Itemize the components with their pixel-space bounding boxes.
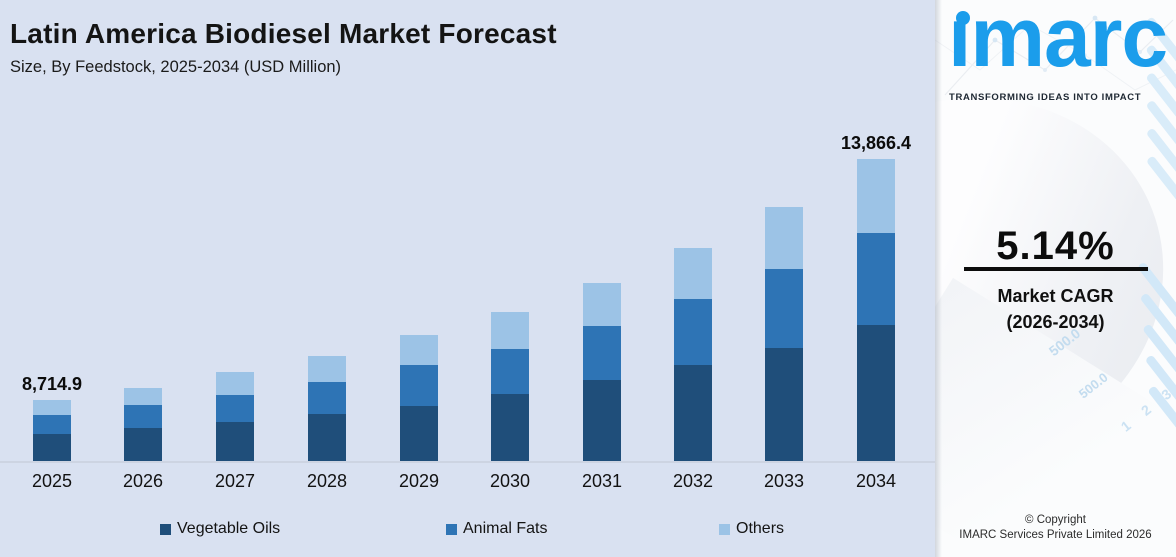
- bar-2026: [124, 388, 162, 461]
- page-title: Latin America Biodiesel Market Forecast: [10, 18, 557, 49]
- x-tick-2030: 2030: [489, 471, 531, 491]
- cagr-period: (2026-2034): [1006, 312, 1105, 332]
- total-label-2025: 8,714.9: [21, 374, 83, 394]
- bar-segment-vegetable-oils-2029: [400, 406, 438, 461]
- bar-segment-vegetable-oils-2032: [674, 365, 712, 461]
- bar-segment-others-2029: [400, 335, 438, 365]
- bar-segment-animal-fats-2027: [216, 395, 254, 422]
- bar-segment-vegetable-oils-2030: [491, 394, 529, 461]
- bar-segment-vegetable-oils-2027: [216, 422, 254, 461]
- copyright-line1: © Copyright: [1025, 514, 1086, 526]
- bar-segment-others-2034: [857, 159, 895, 233]
- plot-area: 2025 8,714.9 2026 2027 2028 2029 2030 2031 2032 2…: [21, 133, 912, 492]
- bar-segment-vegetable-oils-2031: [583, 380, 621, 461]
- legend-label: Others: [736, 520, 785, 537]
- bar-2028: [308, 356, 346, 461]
- x-tick-2034: 2034: [855, 471, 897, 491]
- watermark-number: 500.0: [1075, 369, 1111, 402]
- bar-2025: [33, 400, 71, 461]
- bar-segment-others-2028: [308, 356, 346, 382]
- bar-segment-others-2025: [33, 400, 71, 415]
- x-tick-2025: 2025: [31, 471, 73, 491]
- bar-2031: [583, 283, 621, 461]
- x-tick-2028: 2028: [306, 471, 348, 491]
- legend: Vegetable Oils Animal Fats Others: [0, 520, 935, 542]
- watermark-number: 1 2 3 4: [1117, 365, 1176, 435]
- legend-label: Vegetable Oils: [177, 520, 281, 537]
- bar-segment-others-2027: [216, 372, 254, 395]
- panel-shadow-edge: [935, 0, 942, 557]
- legend-swatch-vegetable-oils-icon: [160, 523, 171, 535]
- copyright-line2: IMARC Services Private Limited 2026: [959, 529, 1152, 541]
- total-label-2034: 13,866.4: [840, 133, 912, 153]
- bar-2030: [491, 312, 529, 461]
- x-axis-baseline: [0, 461, 935, 463]
- x-tick-2026: 2026: [122, 471, 164, 491]
- copyright: © Copyright IMARC Services Private Limit…: [935, 513, 1176, 543]
- bar-2034: [857, 159, 895, 461]
- legend-swatch-others-icon: [719, 523, 730, 535]
- bar-segment-animal-fats-2029: [400, 365, 438, 406]
- bar-2029: [400, 335, 438, 461]
- imarc-logo: ımarc TRANSFORMING IDEAS INTO IMPACT: [935, 0, 1176, 110]
- bar-segment-vegetable-oils-2026: [124, 428, 162, 461]
- logo-wordmark: ımarc: [948, 0, 1168, 84]
- bar-segment-others-2030: [491, 312, 529, 349]
- legend-item-vegetable-oils: Vegetable Oils: [160, 520, 280, 538]
- bar-segment-animal-fats-2025: [33, 415, 71, 434]
- x-tick-2027: 2027: [214, 471, 256, 491]
- bar-segment-vegetable-oils-2028: [308, 414, 346, 461]
- x-tick-2031: 2031: [581, 471, 623, 491]
- legend-item-others: Others: [719, 520, 784, 538]
- bar-segment-animal-fats-2034: [857, 233, 895, 325]
- bar-segment-vegetable-oils-2025: [33, 434, 71, 461]
- bar-segment-others-2031: [583, 283, 621, 326]
- bar-segment-others-2032: [674, 248, 712, 299]
- bar-segment-others-2026: [124, 388, 162, 405]
- x-tick-2033: 2033: [763, 471, 805, 491]
- cagr-label: Market CAGR: [997, 286, 1114, 306]
- bar-2032: [674, 248, 712, 461]
- bar-segment-animal-fats-2031: [583, 326, 621, 380]
- bar-segment-animal-fats-2032: [674, 299, 712, 365]
- legend-label: Animal Fats: [463, 520, 548, 537]
- bar-2033: [765, 207, 803, 461]
- bar-segment-animal-fats-2026: [124, 405, 162, 428]
- cagr-divider: [964, 267, 1148, 271]
- bar-segment-animal-fats-2028: [308, 382, 346, 414]
- bar-2027: [216, 372, 254, 461]
- x-tick-2029: 2029: [398, 471, 440, 491]
- bar-segment-animal-fats-2033: [765, 269, 803, 348]
- legend-item-animal-fats: Animal Fats: [446, 520, 547, 538]
- bar-segment-others-2033: [765, 207, 803, 269]
- bar-segment-vegetable-oils-2034: [857, 325, 895, 461]
- logo-dot-icon: [956, 11, 970, 25]
- x-tick-2032: 2032: [672, 471, 714, 491]
- bar-segment-vegetable-oils-2033: [765, 348, 803, 461]
- chart-panel: Latin America Biodiesel Market Forecast …: [0, 0, 935, 557]
- watermark-pie-chart: [935, 47, 1176, 513]
- logo-tagline: TRANSFORMING IDEAS INTO IMPACT: [949, 92, 1142, 103]
- bar-segment-animal-fats-2030: [491, 349, 529, 394]
- cagr-value: 5.14%: [996, 224, 1115, 268]
- page-subtitle: Size, By Feedstock, 2025-2034 (USD Milli…: [10, 58, 342, 76]
- legend-swatch-animal-fats-icon: [446, 523, 457, 535]
- side-panel: 500.0 500.0 1 2 3 4 ımarc TRANSFORMING I…: [935, 0, 1176, 557]
